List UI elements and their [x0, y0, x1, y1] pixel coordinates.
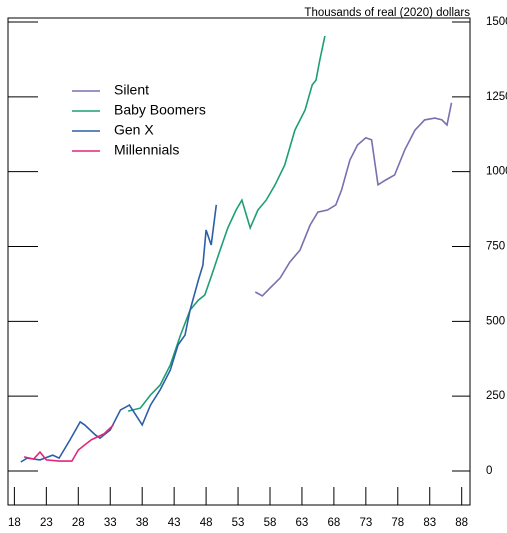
x-tick-label: 18	[8, 517, 21, 529]
x-tick-label: 58	[264, 517, 277, 529]
axis-title: Thousands of real (2020) dollars	[304, 7, 470, 19]
x-tick-label: 83	[423, 517, 436, 529]
y-tick-label: 1250	[486, 91, 507, 103]
y-tick-label: 1500	[486, 16, 507, 28]
x-tick-label: 78	[391, 517, 404, 529]
y-tick-label: 1000	[486, 166, 507, 178]
legend-label: Millennials	[114, 142, 179, 158]
x-tick-label: 63	[296, 517, 309, 529]
x-tick-label: 53	[232, 517, 245, 529]
series-line	[23, 424, 114, 462]
x-tick-label: 88	[455, 517, 468, 529]
x-tick-label: 28	[72, 517, 85, 529]
y-tick-label: 0	[486, 465, 492, 477]
x-tick-label: 68	[327, 517, 340, 529]
x-tick-label: 43	[168, 517, 181, 529]
x-tick-label: 48	[200, 517, 213, 529]
x-tick-label: 73	[359, 517, 372, 529]
series-line	[254, 102, 453, 297]
series-line	[127, 35, 326, 412]
x-tick-label: 33	[104, 517, 117, 529]
x-tick-label: 38	[136, 517, 149, 529]
legend-label: Silent	[114, 82, 149, 98]
x-tick-label: 23	[40, 517, 53, 529]
series-line	[20, 204, 218, 463]
legend: Silent Baby Boomers Gen X Millennials	[72, 82, 206, 158]
y-tick-label: 750	[486, 241, 505, 253]
y-tick-label: 500	[486, 315, 505, 327]
legend-label: Baby Boomers	[114, 102, 206, 118]
y-tick-label: 250	[486, 390, 505, 402]
plot-frame	[7, 17, 471, 506]
legend-label: Gen X	[114, 122, 154, 138]
